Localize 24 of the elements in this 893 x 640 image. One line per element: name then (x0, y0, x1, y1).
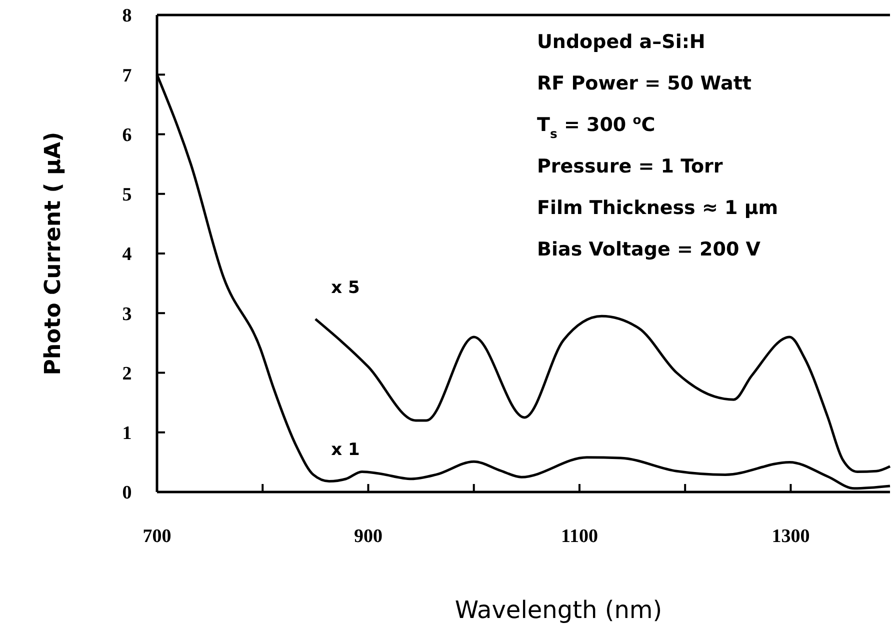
y-tick-label: 3 (122, 304, 132, 325)
annotation: Bias Voltage = 200 V (537, 238, 761, 260)
annotation: Undoped a–Si:H (537, 31, 706, 53)
y-tick-label: 2 (122, 363, 132, 384)
y-tick-label: 7 (122, 65, 132, 86)
annotation: Pressure = 1 Torr (537, 156, 724, 178)
x-tick-label: 700 (142, 526, 172, 547)
y-axis-title: Photo Current ( µA) (41, 132, 66, 376)
y-tick-label: 0 (122, 482, 132, 504)
series-label: x 1 (331, 440, 360, 460)
annotation: RF Power = 50 Watt (537, 72, 752, 94)
x-tick-label: 1300 (772, 526, 810, 547)
x-tick-label: 1100 (561, 526, 598, 547)
y-tick-label: 4 (122, 244, 132, 266)
annotation: Film Thickness ≈ 1 µm (537, 197, 778, 219)
y-tick-label: 8 (122, 6, 132, 27)
series-label: x 5 (331, 278, 360, 298)
annotation: T$_{s}$ = 300 $^{o}$C (537, 113, 656, 141)
line-series (314, 314, 892, 473)
y-tick-label: 5 (122, 184, 132, 206)
x-tick-label: 900 (354, 526, 382, 547)
y-tick-label: 6 (122, 124, 132, 146)
y-tick-label: 1 (122, 423, 132, 444)
x-axis-title: Wavelength (nm) (454, 596, 662, 624)
